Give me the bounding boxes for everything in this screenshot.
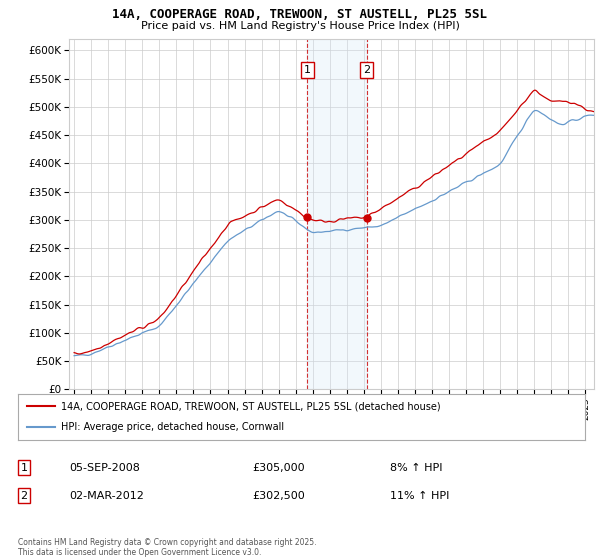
Bar bbox=[307, 39, 367, 389]
Text: £305,000: £305,000 bbox=[252, 463, 305, 473]
Text: 2: 2 bbox=[363, 66, 370, 75]
Text: 8% ↑ HPI: 8% ↑ HPI bbox=[390, 463, 443, 473]
Text: 2: 2 bbox=[20, 491, 28, 501]
Text: 05-SEP-2008: 05-SEP-2008 bbox=[69, 463, 140, 473]
Text: 14A, COOPERAGE ROAD, TREWOON, ST AUSTELL, PL25 5SL (detached house): 14A, COOPERAGE ROAD, TREWOON, ST AUSTELL… bbox=[61, 401, 440, 411]
Text: Contains HM Land Registry data © Crown copyright and database right 2025.
This d: Contains HM Land Registry data © Crown c… bbox=[18, 538, 317, 557]
Text: 14A, COOPERAGE ROAD, TREWOON, ST AUSTELL, PL25 5SL: 14A, COOPERAGE ROAD, TREWOON, ST AUSTELL… bbox=[113, 8, 487, 21]
Text: 11% ↑ HPI: 11% ↑ HPI bbox=[390, 491, 449, 501]
Text: Price paid vs. HM Land Registry's House Price Index (HPI): Price paid vs. HM Land Registry's House … bbox=[140, 21, 460, 31]
Text: 1: 1 bbox=[20, 463, 28, 473]
Text: £302,500: £302,500 bbox=[252, 491, 305, 501]
Text: 1: 1 bbox=[304, 66, 311, 75]
Text: 02-MAR-2012: 02-MAR-2012 bbox=[69, 491, 144, 501]
Text: HPI: Average price, detached house, Cornwall: HPI: Average price, detached house, Corn… bbox=[61, 422, 284, 432]
